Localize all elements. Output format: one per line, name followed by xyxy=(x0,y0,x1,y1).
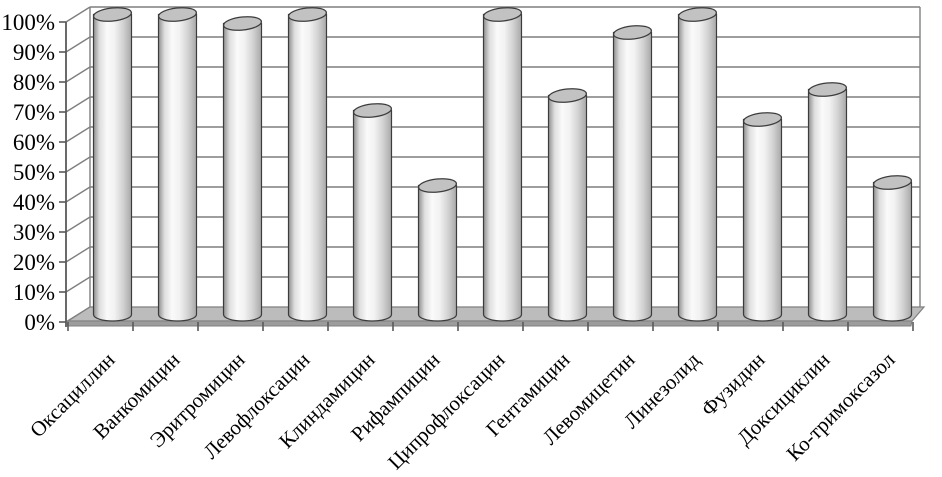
cylinder-bar xyxy=(807,82,848,322)
x-axis-ticks xyxy=(67,322,914,331)
cylinder-bar xyxy=(872,175,913,322)
wall-connector-line xyxy=(65,36,91,53)
y-axis-label: 0% xyxy=(24,310,55,335)
cylinder-top xyxy=(677,7,718,22)
y-axis-label: 40% xyxy=(13,190,55,215)
cylinder-top xyxy=(92,7,133,22)
cylinder-body xyxy=(222,22,263,322)
y-axis-label: 10% xyxy=(13,280,55,305)
cylinder-top xyxy=(417,178,458,193)
y-axis-label: 20% xyxy=(13,250,55,275)
cylinder-top xyxy=(872,175,913,190)
wall-connector-line xyxy=(65,156,91,173)
cylinder-bar xyxy=(677,7,718,322)
cylinder-bar xyxy=(287,7,328,322)
cylinder-bar xyxy=(547,88,588,322)
cylinder-body xyxy=(872,181,913,322)
cylinder-body xyxy=(352,109,393,322)
cylinder-top xyxy=(287,7,328,22)
wall-connector-line xyxy=(65,6,91,23)
y-axis-label: 50% xyxy=(13,160,55,185)
cylinder-top xyxy=(612,25,653,40)
cylinder-body xyxy=(417,184,458,322)
y-axis-label: 90% xyxy=(13,40,55,65)
y-axis-label: 80% xyxy=(13,70,55,95)
cylinder-body xyxy=(157,13,198,322)
cylinder-body xyxy=(807,88,848,322)
cylinder-bar xyxy=(612,25,653,322)
y-axis: 0% 10% 20% 30% 40% 50% 60% 70% 80% 90% 100% xyxy=(1,10,67,335)
cylinder-bars xyxy=(92,7,913,322)
cylinder-bar xyxy=(417,178,458,322)
floor-front-face xyxy=(66,320,913,327)
wall-connector-line xyxy=(65,216,91,233)
cylinder-body xyxy=(547,94,588,322)
x-axis-label: Ципрофлоксацин xyxy=(383,348,510,475)
cylinder-body xyxy=(612,31,653,322)
cylinder-body xyxy=(677,13,718,322)
cylinder-bar xyxy=(742,112,783,322)
wall-connector-line xyxy=(65,96,91,113)
wall-connector-line xyxy=(65,126,91,143)
cylinder-body xyxy=(287,13,328,322)
cylinder-bar xyxy=(92,7,133,322)
wall-connector-line xyxy=(65,246,91,263)
cylinder-top xyxy=(547,88,588,103)
cylinder-bar xyxy=(352,103,393,322)
y-axis-label: 70% xyxy=(13,100,55,125)
y-axis-label: 60% xyxy=(13,130,55,155)
cylinder-top xyxy=(482,7,523,22)
cylinder-bar xyxy=(157,7,198,322)
cylinder-bar xyxy=(482,7,523,322)
y-axis-label: 100% xyxy=(1,10,55,35)
wall-connector-line xyxy=(65,186,91,203)
y-axis-label: 30% xyxy=(13,220,55,245)
x-axis-labels: ОксациллинВанкомицинЭритромицинЛевофлокс… xyxy=(25,347,900,474)
cylinder-body xyxy=(92,13,133,322)
cylinder-top xyxy=(742,112,783,127)
cylinder-bar xyxy=(222,16,263,322)
cylinder-top xyxy=(222,16,263,31)
cylinder-top xyxy=(807,82,848,97)
wall-connector-line xyxy=(65,66,91,83)
cylinder-top xyxy=(352,103,393,118)
cylinder-body xyxy=(482,13,523,322)
cylinder-top xyxy=(157,7,198,22)
cylinder-body xyxy=(742,118,783,322)
wall-connector-line xyxy=(65,276,91,293)
